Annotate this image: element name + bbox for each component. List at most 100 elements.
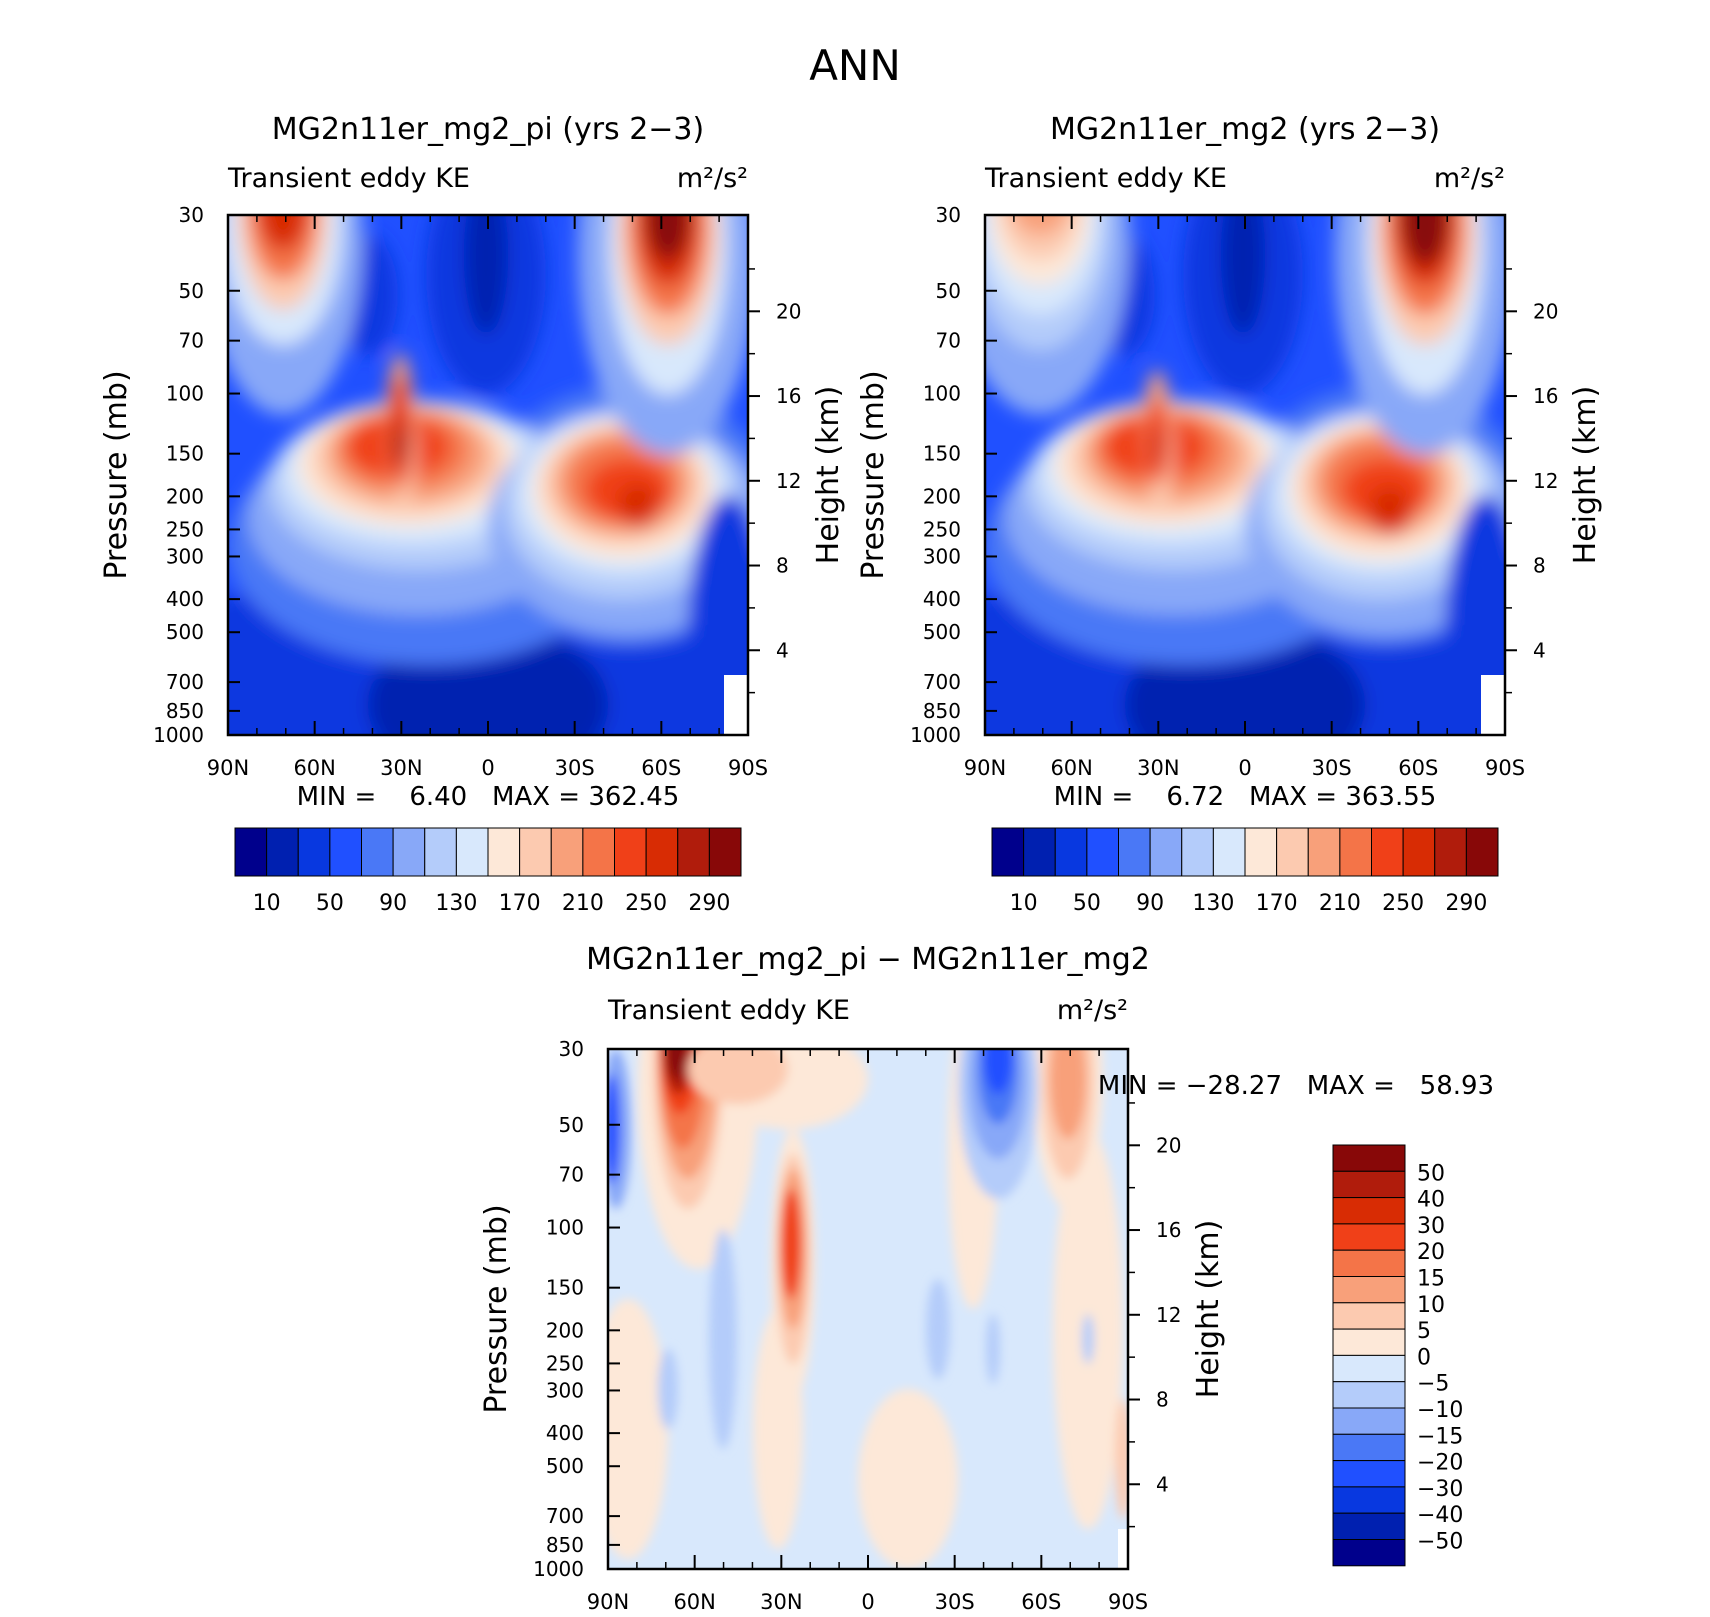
panel-3-minmax: MIN = −28.27 MAX = 58.93 — [1098, 1071, 1494, 1101]
panel-2-variable: Transient eddy KE — [984, 163, 1227, 194]
height-tick-label: 20 — [1156, 1133, 1181, 1157]
panel-3: MG2n11er_mg2_pi − MG2n11er_mg2 Transient… — [479, 942, 1494, 1614]
panel-1: MG2n11er_mg2_pi (yrs 2−3) Transient eddy… — [99, 112, 846, 812]
height-tick-label: 16 — [1533, 384, 1558, 408]
y-tick-label: 700 — [923, 670, 961, 694]
colorbar-swatch — [1332, 1381, 1406, 1409]
y-tick-label: 300 — [923, 544, 961, 568]
colorbar-label: 30 — [1417, 1214, 1445, 1239]
y-tick-label: 850 — [923, 699, 961, 723]
colorbar-label: 50 — [1417, 1161, 1445, 1186]
colorbar-label: 290 — [1445, 891, 1487, 916]
colorbar-swatch — [266, 827, 299, 877]
figure-title: ANN — [809, 41, 901, 90]
y-tick-label: 250 — [923, 517, 961, 541]
y-tick-label: 700 — [166, 670, 204, 694]
colorbar-swatch — [1212, 827, 1246, 877]
y-tick-label: 100 — [923, 382, 961, 406]
height-tick-label: 4 — [1533, 638, 1546, 662]
colorbar-swatch — [1332, 1328, 1406, 1356]
colorbar-swatch — [1332, 1460, 1406, 1488]
colorbar-label: 10 — [1417, 1293, 1445, 1318]
colorbar-swatch — [708, 827, 742, 877]
colorbar-label: 90 — [379, 891, 407, 916]
colorbar-swatch — [1402, 827, 1436, 877]
colorbar-swatch — [582, 827, 615, 877]
colorbar-label: 5 — [1417, 1319, 1431, 1344]
panel-1-minmax: MIN = 6.40 MAX = 362.45 — [297, 782, 680, 812]
colorbar-swatch — [1023, 827, 1056, 877]
colorbar-label: −20 — [1417, 1451, 1463, 1476]
y-tick-label: 300 — [546, 1378, 584, 1402]
y-tick-label: 150 — [923, 442, 961, 466]
colorbar-label: 170 — [499, 891, 541, 916]
colorbar-swatch — [1434, 827, 1467, 877]
y-tick-label: 200 — [546, 1318, 584, 1342]
y-tick-label: 1000 — [910, 723, 961, 747]
panel-3-ylabel: Pressure (mb) — [479, 1204, 514, 1413]
panel-2-title: MG2n11er_mg2 (yrs 2−3) — [1050, 112, 1440, 147]
y-tick-label: 500 — [166, 620, 204, 644]
x-tick-label: 30S — [555, 756, 595, 780]
colorbar-swatch — [1307, 827, 1341, 877]
y-tick-label: 50 — [559, 1113, 584, 1137]
x-tick-label: 90S — [1485, 756, 1525, 780]
colorbar-swatch — [1332, 1407, 1406, 1435]
y-tick-label: 30 — [179, 203, 204, 227]
colorbar-swatch — [487, 827, 521, 877]
colorbar-swatch — [1332, 1512, 1406, 1541]
x-tick-label: 60S — [1021, 1590, 1061, 1614]
panel-1-heatmap — [228, 215, 748, 735]
colorbar-swatch — [645, 827, 679, 877]
y-tick-label: 1000 — [533, 1557, 584, 1581]
height-tick-label: 20 — [776, 299, 801, 323]
colorbar-swatch — [424, 827, 457, 877]
colorbar-label: 210 — [562, 891, 604, 916]
colorbar-label: 0 — [1417, 1345, 1431, 1370]
y-tick-label: 30 — [936, 203, 961, 227]
panel-3-height-ticks: 20 16 12 8 4 — [1128, 1102, 1181, 1528]
height-tick-label: 20 — [1533, 299, 1558, 323]
panel-1-x-ticks: 90N 60N 30N 0 30S 60S 90S — [207, 215, 768, 780]
colorbar-label: 40 — [1417, 1188, 1445, 1213]
panel-3-ylabel-right: Height (km) — [1191, 1220, 1226, 1399]
panel-1-colorbar: 10 50 90 130 170 210 250 290 — [234, 827, 742, 916]
x-tick-label: 90S — [1108, 1590, 1148, 1614]
x-tick-label: 30S — [935, 1590, 975, 1614]
colorbar-label: −50 — [1417, 1530, 1463, 1555]
panel-2: MG2n11er_mg2 (yrs 2−3) Transient eddy KE… — [856, 112, 1603, 812]
x-tick-label: 0 — [481, 756, 494, 780]
colorbar-swatch — [1332, 1223, 1406, 1251]
colorbar-label: 50 — [1073, 891, 1101, 916]
colorbar-swatch — [1118, 827, 1151, 877]
colorbar-label: 15 — [1417, 1267, 1445, 1292]
colorbar-swatch — [1332, 1144, 1406, 1172]
panel-2-colorbar: 10 50 90 130 170 210 250 290 — [991, 827, 1499, 916]
y-tick-label: 400 — [166, 587, 204, 611]
panel-2-units: m²/s² — [1434, 163, 1505, 194]
colorbar-swatch — [1332, 1276, 1406, 1304]
colorbar-swatch — [1276, 827, 1309, 877]
colorbar-swatch — [519, 827, 552, 877]
y-tick-label: 400 — [923, 587, 961, 611]
y-tick-label: 700 — [546, 1504, 584, 1528]
panel-1-title: MG2n11er_mg2_pi (yrs 2−3) — [272, 112, 704, 147]
x-tick-label: 30N — [1137, 756, 1179, 780]
colorbar-swatch — [1332, 1197, 1406, 1225]
colorbar-label: 90 — [1136, 891, 1164, 916]
colorbar-swatch — [329, 827, 362, 877]
x-tick-label: 30N — [760, 1590, 802, 1614]
height-tick-label: 8 — [1533, 554, 1546, 578]
height-tick-label: 4 — [776, 638, 789, 662]
y-tick-label: 1000 — [153, 723, 204, 747]
colorbar-label: −30 — [1417, 1477, 1463, 1502]
y-tick-label: 200 — [166, 484, 204, 508]
colorbar-swatch — [677, 827, 710, 877]
colorbar-label: −15 — [1417, 1424, 1463, 1449]
panel-3-title: MG2n11er_mg2_pi − MG2n11er_mg2 — [586, 942, 1150, 977]
panel-2-height-ticks: 20 16 12 8 4 — [1505, 268, 1558, 694]
